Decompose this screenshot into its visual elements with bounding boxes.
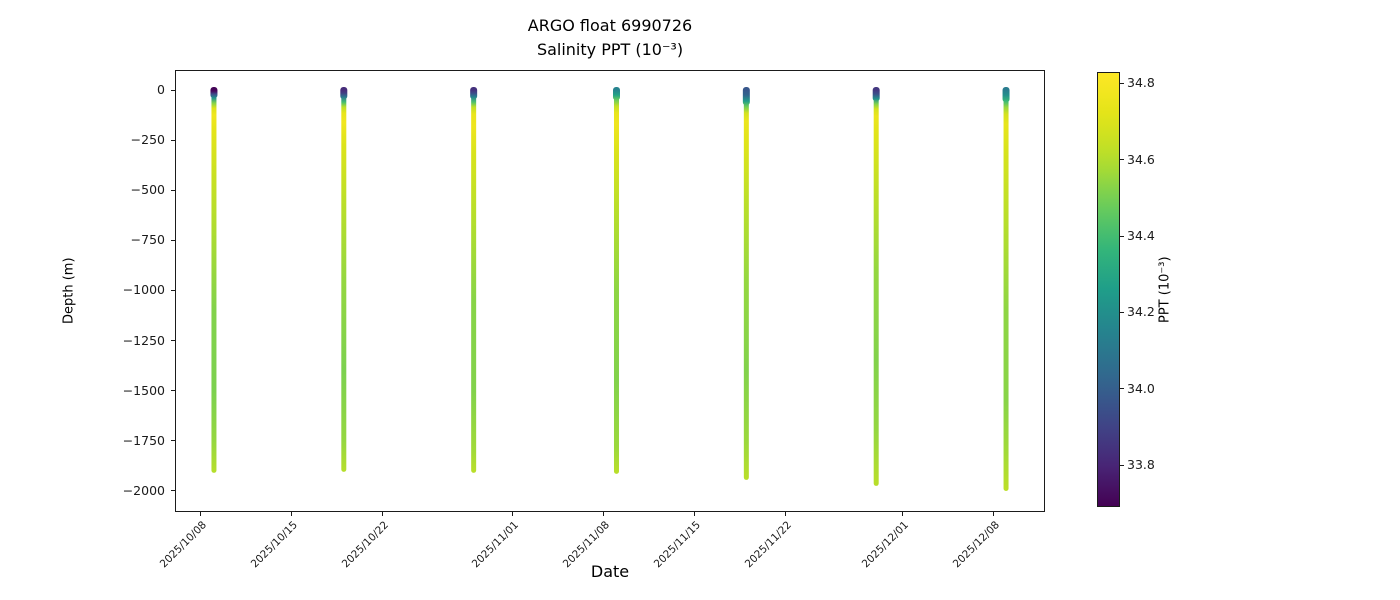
y-tick-label: −250 [130,132,165,148]
y-tick-mark [171,340,175,342]
colorbar-tick-label: 33.8 [1127,457,1155,473]
y-tick-mark [171,490,175,492]
plot-area [175,70,1045,512]
y-tick-mark [171,89,175,91]
colorbar-tick-mark [1120,159,1124,161]
colorbar-tick-mark [1120,311,1124,313]
y-tick-label: −1500 [122,382,165,398]
colorbar-tick-mark [1120,388,1124,390]
x-tick-mark [291,512,293,516]
y-tick-label: −750 [130,232,165,248]
x-tick-mark [784,512,786,516]
x-tick-mark [992,512,994,516]
y-tick-label: 0 [157,82,165,98]
colorbar-label: PPT (10⁻³) [1157,256,1173,323]
y-tick-mark [171,139,175,141]
y-tick-label: −2000 [122,482,165,498]
colorbar-tick-mark [1120,235,1124,237]
y-tick-mark [171,239,175,241]
colorbar-tick-label: 34.4 [1127,228,1155,244]
y-axis-label: Depth (m) [61,257,77,325]
x-tick-mark [512,512,514,516]
colorbar [1097,72,1120,507]
y-tick-mark [171,390,175,392]
colorbar-tick-mark [1120,82,1124,84]
colorbar-tick-mark [1120,464,1124,466]
y-tick-label: −1000 [122,282,165,298]
y-tick-label: −1250 [122,332,165,348]
colorbar-tick-label: 34.6 [1127,151,1155,167]
y-tick-mark [171,189,175,191]
y-tick-mark [171,289,175,291]
y-tick-label: −1750 [122,432,165,448]
x-tick-mark [200,512,202,516]
x-tick-mark [382,512,384,516]
chart-subtitle: Salinity PPT (10⁻³) [536,40,684,59]
x-tick-mark [603,512,604,516]
x-axis-label: Date [590,562,630,581]
colorbar-tick-label: 34.2 [1127,304,1155,320]
y-tick-label: −500 [130,182,165,198]
colorbar-tick-label: 34.0 [1127,380,1155,396]
chart-title: ARGO float 6990726 [527,16,693,35]
x-tick-mark [901,512,903,516]
x-tick-mark [693,512,695,516]
colorbar-tick-label: 34.8 [1127,75,1155,91]
y-tick-mark [171,440,175,442]
